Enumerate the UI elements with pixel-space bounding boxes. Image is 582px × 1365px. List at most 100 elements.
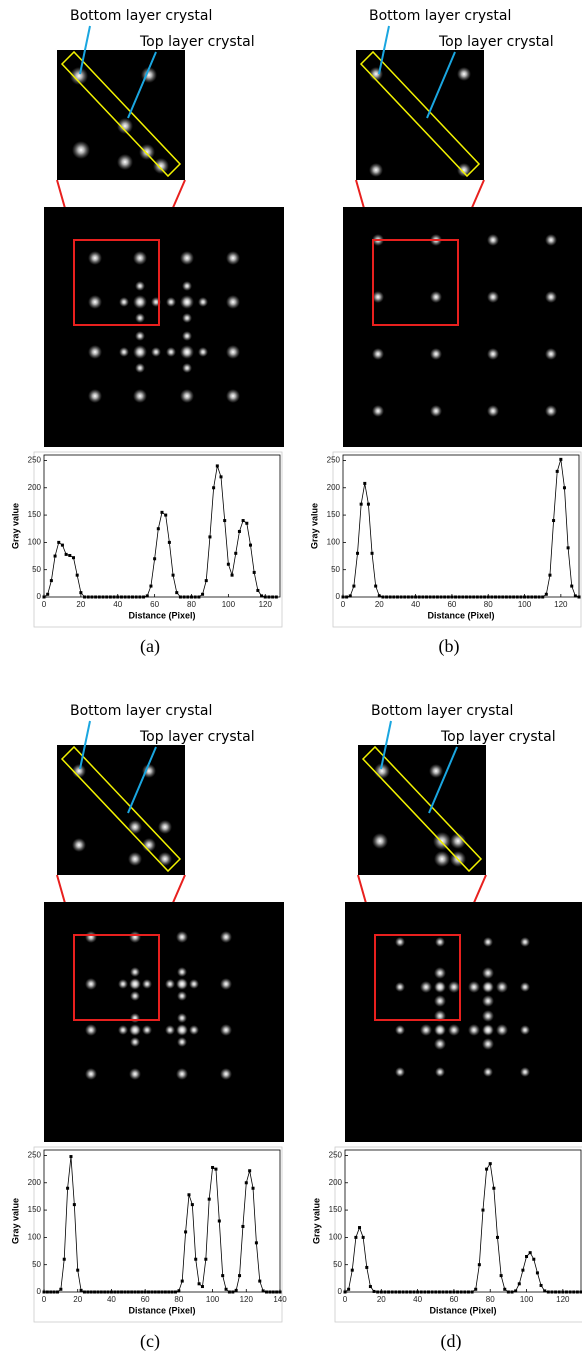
data-point xyxy=(262,1289,265,1292)
data-point xyxy=(90,596,93,599)
x-tick-label: 40 xyxy=(107,1295,116,1304)
data-point xyxy=(116,596,119,599)
crystal-spot xyxy=(129,931,141,943)
crystal-spot xyxy=(520,1067,530,1077)
data-point xyxy=(181,1280,184,1283)
crystal-spot xyxy=(135,347,145,357)
data-point xyxy=(76,574,79,577)
crystal-spot xyxy=(130,1037,140,1047)
y-tick-label: 250 xyxy=(28,1151,42,1160)
data-point xyxy=(79,591,82,594)
y-tick-label: 200 xyxy=(329,1178,343,1187)
data-point xyxy=(345,596,348,599)
y-tick-label: 150 xyxy=(28,1205,42,1214)
data-point xyxy=(373,1290,376,1293)
x-tick-label: 120 xyxy=(240,1295,254,1304)
data-point xyxy=(228,1291,231,1294)
data-point xyxy=(400,596,403,599)
data-point xyxy=(576,1291,579,1294)
data-point xyxy=(61,544,64,547)
data-point xyxy=(392,596,395,599)
data-point xyxy=(538,596,541,599)
crystal-spot xyxy=(182,313,192,323)
data-point xyxy=(487,596,490,599)
crystal-spot xyxy=(182,297,192,307)
data-point xyxy=(514,1289,517,1292)
data-point xyxy=(242,519,245,522)
data-point xyxy=(56,1291,59,1294)
crystal-spot xyxy=(520,937,530,947)
crystal-spot xyxy=(117,154,133,170)
data-point xyxy=(164,514,167,517)
data-point xyxy=(445,1291,448,1294)
data-point xyxy=(407,596,410,599)
data-point xyxy=(127,596,130,599)
crystal-spot xyxy=(434,967,446,979)
data-point xyxy=(205,579,208,582)
crystal-spot xyxy=(88,295,102,309)
data-point xyxy=(402,1291,405,1294)
x-tick-label: 80 xyxy=(486,1295,495,1304)
data-point xyxy=(216,464,219,467)
crystal-spot xyxy=(482,995,494,1007)
figure: Bottom layer crystalTop layer crystal050… xyxy=(0,0,582,1365)
data-point xyxy=(398,1291,401,1294)
crystal-spot xyxy=(151,347,161,357)
data-point xyxy=(385,596,388,599)
data-point xyxy=(127,1291,130,1294)
y-tick-label: 200 xyxy=(28,1178,42,1187)
crystal-spot xyxy=(180,251,194,265)
crystal-spot xyxy=(189,979,199,989)
crystal-spot xyxy=(176,931,188,943)
data-point xyxy=(123,1291,126,1294)
crystal-spot xyxy=(395,1025,405,1035)
full-image xyxy=(345,902,582,1142)
crystal-spot xyxy=(369,163,383,177)
crystal-spot xyxy=(119,347,129,357)
crystal-spot xyxy=(118,1025,128,1035)
data-point xyxy=(231,574,234,577)
data-point xyxy=(403,596,406,599)
data-point xyxy=(498,596,501,599)
data-point xyxy=(154,1291,157,1294)
data-point xyxy=(194,1258,197,1261)
data-point xyxy=(461,596,464,599)
x-tick-label: 140 xyxy=(273,1295,287,1304)
x-tick-label: 60 xyxy=(150,600,159,609)
y-tick-label: 100 xyxy=(28,1232,42,1241)
crystal-spot xyxy=(177,991,187,1001)
crystal-spot xyxy=(220,1068,232,1080)
data-point xyxy=(423,1291,426,1294)
data-point xyxy=(394,1291,397,1294)
data-point xyxy=(86,1291,89,1294)
data-point xyxy=(472,596,475,599)
data-point xyxy=(518,1282,521,1285)
y-tick-label: 250 xyxy=(28,456,42,465)
crystal-spot xyxy=(85,1024,97,1036)
data-point xyxy=(53,1291,56,1294)
x-axis-title: Distance (Pixel) xyxy=(128,1305,195,1315)
x-tick-label: 60 xyxy=(447,600,456,609)
crystal-spot xyxy=(165,1025,175,1035)
data-point xyxy=(516,596,519,599)
data-point xyxy=(432,596,435,599)
crystal-spot xyxy=(430,348,442,360)
data-point xyxy=(198,1282,201,1285)
data-point xyxy=(76,1269,79,1272)
data-point xyxy=(465,596,468,599)
data-point xyxy=(113,1291,116,1294)
data-point xyxy=(529,1251,532,1254)
crystal-spot xyxy=(177,1013,187,1023)
y-tick-label: 50 xyxy=(331,565,340,574)
chart-background xyxy=(335,1147,582,1322)
data-point xyxy=(100,1291,103,1294)
annotation: Bottom layer crystal xyxy=(371,703,513,719)
data-point xyxy=(183,596,186,599)
crystal-spot xyxy=(482,1038,494,1050)
data-point xyxy=(197,596,200,599)
data-point xyxy=(93,1291,96,1294)
x-tick-label: 120 xyxy=(556,1295,570,1304)
crystal-spot xyxy=(395,1067,405,1077)
